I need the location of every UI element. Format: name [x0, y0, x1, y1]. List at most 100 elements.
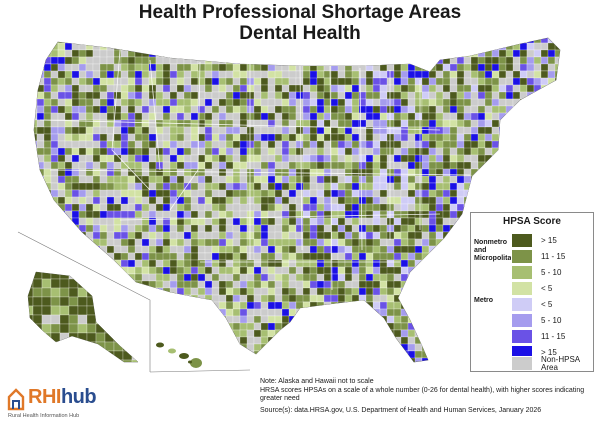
county-cell: [456, 294, 465, 303]
county-cell: [176, 168, 185, 177]
county-cell: [106, 63, 115, 72]
alaska-cell: [59, 341, 70, 352]
county-cell: [134, 63, 143, 72]
county-cell: [246, 210, 255, 219]
county-cell: [400, 140, 409, 149]
county-cell: [351, 133, 360, 142]
county-cell: [449, 238, 465, 247]
legend-title: HPSA Score: [503, 216, 561, 227]
county-cell: [106, 70, 115, 79]
county-cell: [141, 336, 157, 345]
county-cell: [380, 365, 394, 372]
county-cell: [162, 357, 171, 362]
county-cell: [100, 365, 107, 372]
county-cell: [43, 77, 52, 86]
county-cell: [295, 105, 304, 114]
county-cell: [323, 273, 332, 282]
county-cell: [435, 42, 451, 51]
county-cell: [533, 105, 542, 114]
county-cell: [169, 91, 178, 100]
alaska-cell: [131, 332, 138, 343]
county-cell: [141, 189, 150, 198]
county-cell: [274, 224, 283, 233]
county-cell: [141, 315, 150, 331]
county-cell: [316, 294, 325, 303]
county-cell: [372, 266, 381, 275]
county-cell: [414, 329, 423, 338]
county-cell: [190, 98, 199, 107]
county-cell: [519, 196, 528, 212]
county-cell: [218, 273, 227, 282]
legend-swatch: [511, 281, 533, 296]
county-cell: [92, 280, 101, 289]
county-cell: [204, 38, 213, 44]
county-cell: [85, 112, 94, 121]
county-cell: [337, 294, 346, 303]
county-cell: [526, 203, 542, 212]
county-cell: [43, 133, 52, 142]
county-cell: [106, 301, 115, 310]
county-cell: [267, 238, 276, 247]
county-cell: [274, 329, 283, 338]
county-cell: [134, 266, 143, 275]
county-cell: [99, 189, 108, 198]
county-cell: [225, 119, 234, 128]
alaska-cell: [41, 305, 52, 316]
county-cell: [36, 182, 45, 191]
county-cell: [533, 112, 542, 121]
county-cell: [554, 168, 560, 177]
county-cell: [162, 308, 171, 324]
county-cell: [127, 126, 136, 135]
county-cell: [246, 105, 255, 114]
county-cell: [71, 238, 80, 247]
county-cell: [421, 308, 437, 317]
county-cell: [162, 154, 171, 163]
county-cell: [393, 280, 402, 289]
alaska-cell: [77, 359, 88, 362]
county-cell: [267, 357, 276, 362]
county-cell: [113, 322, 122, 331]
county-cell: [225, 329, 234, 338]
county-cell: [204, 308, 220, 317]
alaska-cell: [68, 296, 79, 307]
county-cell: [211, 259, 220, 268]
county-cell: [113, 210, 122, 219]
county-cell: [323, 112, 332, 121]
county-cell: [281, 98, 290, 107]
county-cell: [162, 147, 171, 156]
county-cell: [302, 245, 311, 254]
county-cell: [232, 70, 241, 79]
county-cell: [470, 161, 479, 170]
county-cell: [211, 105, 220, 114]
county-cell: [533, 175, 549, 184]
county-cell: [36, 196, 52, 205]
county-cell: [120, 105, 129, 114]
county-cell: [288, 84, 297, 93]
county-cell: [449, 175, 458, 184]
county-cell: [428, 98, 437, 107]
county-cell: [295, 315, 311, 324]
county-cell: [78, 91, 87, 100]
note-scoring: HRSA scores HPSAs on a scale of a whole …: [260, 386, 585, 403]
county-cell: [197, 147, 206, 156]
county-cell: [344, 49, 353, 58]
county-cell: [274, 350, 283, 359]
county-cell: [64, 350, 73, 359]
county-cell: [71, 357, 80, 362]
county-cell: [274, 91, 283, 100]
alaska-cell: [95, 359, 106, 362]
county-cell: [288, 161, 297, 170]
county-cell: [267, 133, 276, 142]
county-cell: [337, 343, 346, 352]
county-cell: [359, 365, 373, 372]
county-cell: [155, 98, 164, 107]
county-cell: [456, 98, 465, 107]
county-cell: [176, 287, 185, 296]
county-cell: [127, 38, 136, 44]
county-cell: [155, 84, 164, 93]
county-cell: [365, 147, 374, 156]
county-cell: [498, 70, 507, 79]
county-cell: [106, 112, 115, 121]
county-cell: [547, 196, 560, 212]
county-cell: [400, 294, 409, 303]
